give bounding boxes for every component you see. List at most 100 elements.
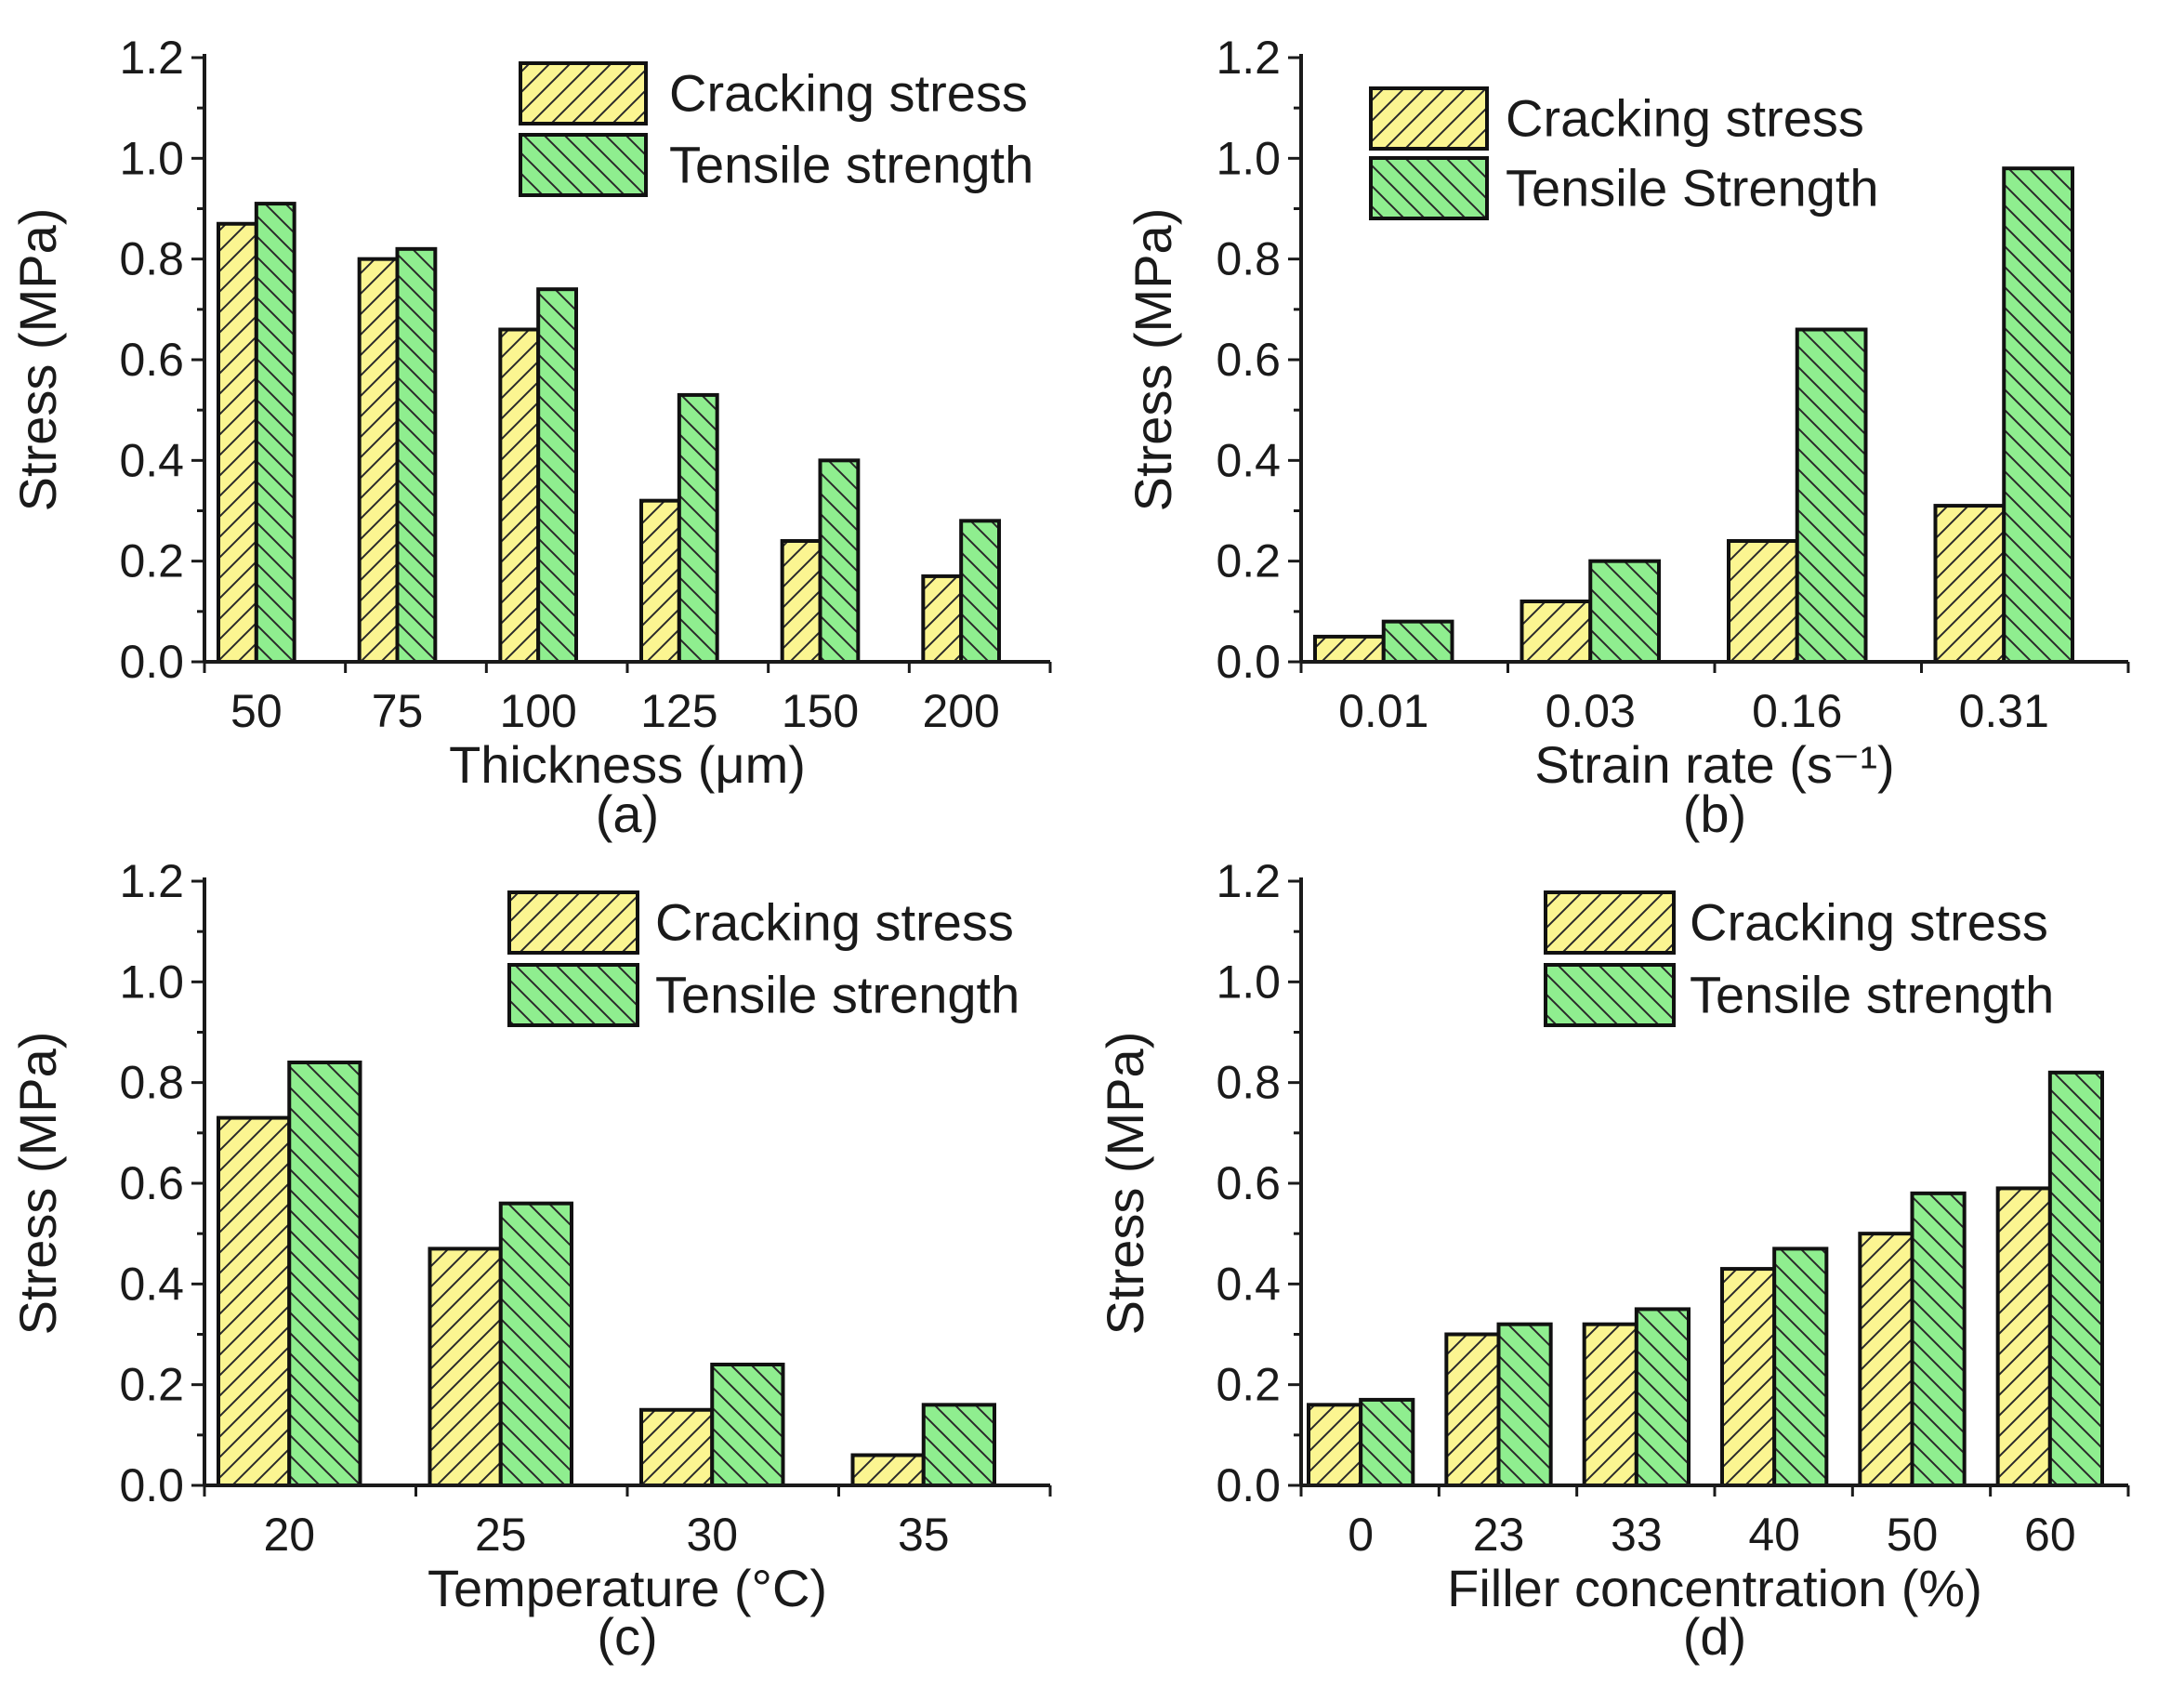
bar-tensile-50	[254, 202, 296, 664]
y-tick-label: 0.4	[119, 1258, 184, 1310]
panel-b: 0.01 0.03 0.16 0.31 0.0 0.2 0.4 0.6 0.8 1.0 1.2 Str…	[1124, 32, 2130, 843]
legend-swatch-cracking	[1369, 86, 1489, 151]
bar-cracking-23	[1444, 1332, 1501, 1487]
bar-cracking-40	[1720, 1267, 1777, 1488]
bar-tensile-35	[921, 1403, 996, 1488]
x-axis-label: Thickness (μm)	[449, 735, 806, 794]
bar-tensile-60	[2047, 1070, 2104, 1488]
y-tick-label: 0.4	[1216, 1258, 1281, 1310]
y-tick-label: 0.2	[119, 1359, 184, 1411]
y-axis-label: Stress (MPa)	[8, 208, 67, 512]
bar-tensile-40	[1772, 1246, 1829, 1487]
legend-label: Tensile strength	[655, 966, 1020, 1024]
bar-cracking-75	[357, 257, 400, 664]
y-axis-label: Stress (MPa)	[1124, 208, 1182, 512]
y-tick-label: 0.2	[1216, 1359, 1281, 1411]
bar-cracking-50	[217, 221, 258, 664]
legend: Cracking stress Tensile strength	[1544, 890, 2054, 1027]
bar-cracking-20	[217, 1115, 292, 1488]
panel-d: 0 23 33 40 50 60 0.0 0.2 0.4 0.6 0.8 1.0 1.2 Stress (…	[1096, 855, 2130, 1666]
bar-tensile-25	[498, 1201, 573, 1487]
bar-tensile-33	[1634, 1307, 1691, 1487]
y-tick-label: 1.0	[119, 956, 184, 1008]
y-tick-label: 1.2	[119, 32, 184, 84]
x-axis-label: Temperature (°C)	[428, 1559, 827, 1617]
x-tick-label: 0	[1348, 1509, 1374, 1561]
bar-cracking-150	[780, 539, 822, 664]
bar-cracking-35	[850, 1453, 926, 1487]
legend-swatch-tensile	[507, 963, 639, 1027]
legend-label: Cracking stress	[1506, 89, 1864, 148]
bar-cracking-60	[1995, 1186, 2052, 1487]
x-tick-label: 50	[230, 685, 283, 737]
x-tick-label: 60	[2024, 1509, 2076, 1561]
bar-tensile-23	[1496, 1322, 1553, 1487]
legend: Cracking stress Tensile strength	[507, 890, 1020, 1027]
panel-c: 20 25 30 35 0.0 0.2 0.4 0.6 0.8 1.0 1.2 Stress (MPa…	[8, 855, 1052, 1666]
y-tick-label: 0.0	[119, 636, 184, 688]
bar-cracking-100	[498, 327, 541, 664]
legend: Cracking stress Tensile strength	[519, 61, 1033, 197]
x-tick-label: 35	[898, 1509, 950, 1561]
y-tick-label: 0.8	[1216, 1057, 1281, 1109]
legend-swatch-cracking	[507, 890, 639, 955]
y-tick-label: 1.0	[1216, 956, 1281, 1008]
bar-cracking-0.03	[1520, 600, 1593, 664]
bar-cracking-0.01	[1313, 634, 1386, 665]
bar-tensile-75	[395, 246, 438, 664]
x-tick-label: 200	[922, 685, 999, 737]
y-tick-label: 0.6	[1216, 1157, 1281, 1209]
x-tick-label: 0.03	[1546, 685, 1636, 737]
legend-swatch-tensile	[1369, 156, 1489, 220]
legend-label: Tensile strength	[1690, 966, 2054, 1024]
y-tick-label: 0.6	[119, 334, 184, 386]
x-tick-label: 30	[686, 1509, 738, 1561]
bar-cracking-25	[428, 1246, 503, 1487]
y-tick-label: 0.4	[1216, 434, 1281, 486]
x-tick-label: 40	[1748, 1509, 1800, 1561]
x-tick-label: 25	[475, 1509, 527, 1561]
x-axis-label: Strain rate (s⁻¹)	[1534, 735, 1894, 794]
y-tick-label: 0.4	[119, 434, 184, 486]
x-tick-label: 100	[499, 685, 576, 737]
x-tick-label: 150	[782, 685, 859, 737]
x-axis-label: Filler concentration (%)	[1447, 1559, 1982, 1617]
bar-cracking-33	[1582, 1322, 1638, 1487]
y-tick-label: 0.0	[1216, 636, 1281, 688]
y-tick-label: 0.6	[1216, 334, 1281, 386]
legend-label: Cracking stress	[1690, 893, 2048, 952]
panel-label: (d)	[1683, 1607, 1746, 1666]
bar-tensile-150	[818, 458, 861, 665]
y-tick-label: 0.8	[119, 233, 184, 285]
bar-tensile-0	[1359, 1397, 1415, 1487]
y-tick-label: 1.0	[1216, 132, 1281, 184]
bar-tensile-100	[536, 287, 579, 664]
bar-tensile-20	[287, 1061, 362, 1487]
y-tick-label: 0.2	[1216, 535, 1281, 587]
x-tick-label: 0.31	[1959, 685, 2049, 737]
legend-swatch-cracking	[1544, 890, 1676, 955]
x-tick-label: 33	[1611, 1509, 1663, 1561]
x-tick-label: 0.01	[1338, 685, 1428, 737]
y-tick-label: 0.2	[119, 535, 184, 587]
x-tick-label: 125	[640, 685, 717, 737]
bar-cracking-30	[639, 1407, 715, 1487]
legend-label: Tensile Strength	[1506, 159, 1879, 218]
legend-label: Tensile strength	[669, 136, 1033, 194]
bar-cracking-0.31	[1933, 504, 2006, 664]
y-tick-label: 0.0	[119, 1459, 184, 1511]
bar-cracking-50	[1858, 1232, 1914, 1487]
y-axis-label: Stress (MPa)	[1096, 1032, 1154, 1336]
y-tick-label: 1.2	[119, 855, 184, 907]
x-tick-label: 20	[263, 1509, 315, 1561]
panel-label: (b)	[1683, 785, 1746, 843]
y-tick-label: 0.0	[1216, 1459, 1281, 1511]
bar-tensile-200	[959, 519, 1001, 664]
y-tick-label: 0.8	[1216, 233, 1281, 285]
bar-tensile-50	[1910, 1191, 1967, 1488]
bar-tensile-0.31	[2002, 166, 2074, 664]
bar-tensile-125	[677, 392, 719, 664]
bar-tensile-30	[710, 1363, 785, 1487]
